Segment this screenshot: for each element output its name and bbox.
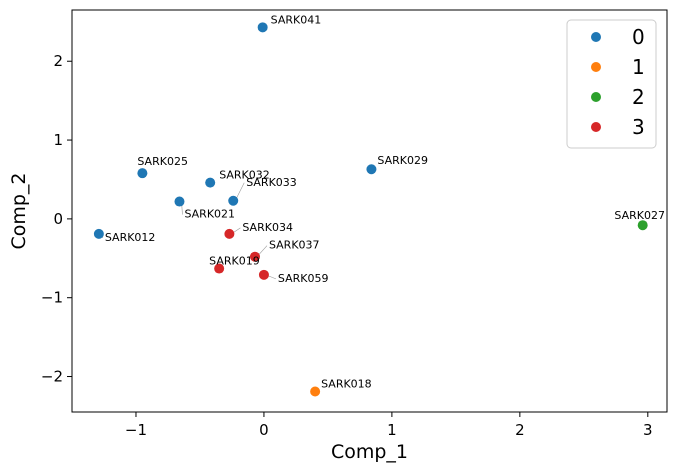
legend-label-2: 2 <box>632 85 645 109</box>
data-point-sark037 <box>249 251 260 262</box>
point-labels: SARK041 SARK025 SARK032 SARK029 SARK033 SARK0… <box>105 13 665 390</box>
point-label-sark012: SARK012 <box>105 231 156 244</box>
point-label-sark032: SARK032 <box>219 169 270 182</box>
data-point-sark029 <box>366 164 377 175</box>
legend-label-0: 0 <box>632 25 645 49</box>
x-tick-label: 0 <box>259 421 269 439</box>
legend-marker-1 <box>591 62 601 72</box>
y-axis-ticks: −2 −1 0 1 2 <box>41 52 72 386</box>
data-point-sark033 <box>228 195 239 206</box>
legend-marker-2 <box>591 92 601 102</box>
point-label-sark041: SARK041 <box>271 13 322 26</box>
point-label-sark059: SARK059 <box>278 272 329 285</box>
data-point-sark034 <box>224 228 235 239</box>
point-label-sark018: SARK018 <box>321 378 372 391</box>
data-point-sark027 <box>637 220 648 231</box>
x-tick-label: −1 <box>125 421 147 439</box>
plot-frame <box>71 9 668 413</box>
legend: 0 1 2 3 <box>566 19 657 149</box>
point-label-sark021: SARK021 <box>184 208 235 221</box>
legend-marker-0 <box>591 32 601 42</box>
legend-marker-3 <box>591 122 601 132</box>
y-tick-label: 0 <box>53 210 63 228</box>
point-label-sark027: SARK027 <box>614 209 665 222</box>
data-point-sark021 <box>174 196 185 207</box>
x-axis-ticks: −1 0 1 2 3 <box>125 412 653 439</box>
data-point-sark059 <box>258 269 269 280</box>
point-label-sark029: SARK029 <box>377 154 428 167</box>
data-point-sark018 <box>310 386 321 397</box>
x-tick-label: 3 <box>643 421 653 439</box>
data-point-sark041 <box>257 22 268 33</box>
point-label-sark037: SARK037 <box>269 239 320 252</box>
point-label-sark034: SARK034 <box>242 221 293 234</box>
legend-box <box>566 19 657 149</box>
y-tick-label: −2 <box>41 368 63 386</box>
data-point-sark019 <box>214 263 225 274</box>
data-points <box>93 22 648 397</box>
data-point-sark032 <box>205 177 216 188</box>
x-axis-title: Comp_1 <box>331 441 408 463</box>
y-tick-label: 1 <box>53 131 63 149</box>
legend-label-3: 3 <box>632 115 645 139</box>
y-axis-title: Comp_2 <box>8 172 30 249</box>
point-label-sark033: SARK033 <box>246 176 297 189</box>
point-label-sark019: SARK019 <box>209 255 260 268</box>
x-tick-label: 1 <box>387 421 397 439</box>
point-label-sark025: SARK025 <box>137 155 188 168</box>
data-point-sark025 <box>137 168 148 179</box>
y-tick-label: 2 <box>53 52 63 70</box>
data-point-sark012 <box>93 228 104 239</box>
legend-label-1: 1 <box>632 55 645 79</box>
x-tick-label: 2 <box>515 421 525 439</box>
y-tick-label: −1 <box>41 289 63 307</box>
